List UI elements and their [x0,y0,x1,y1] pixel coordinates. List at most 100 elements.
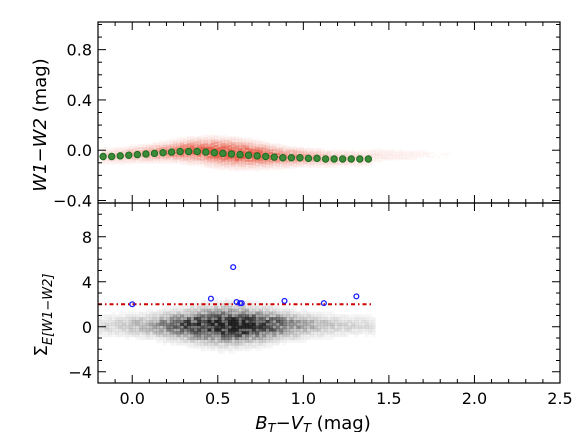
top-density-bin [296,163,301,166]
bottom-density-bin [149,311,154,315]
bottom-density-bin [313,331,318,335]
bottom-density-cloud [98,298,376,352]
top-density-bin [293,150,297,152]
top-density-bin [395,158,400,161]
bottom-density-bin [279,339,284,343]
top-density-bin [217,163,222,166]
bottom-density-bin [238,345,243,349]
top-density-bin [303,149,308,152]
top-density-bin [197,144,201,147]
top-density-bin [238,139,243,142]
top-density-bin [238,140,243,143]
top-density-bin [258,168,263,171]
top-density-bin [139,160,143,163]
bottom-density-bin [193,331,198,335]
top-density-bin [299,163,304,165]
top-binned-trend [99,147,373,163]
top-density-bin [159,161,164,164]
bottom-density-bin [303,340,307,343]
top-density-bin [412,153,417,156]
bottom-density-bin [255,336,260,340]
top-density-bin [255,138,259,140]
top-density-bin [234,155,239,158]
top-density-bin [132,150,136,153]
top-density-bin [388,152,393,155]
bottom-density-bin [262,320,266,324]
bottom-density-bin [204,334,208,338]
top-density-bin [368,163,373,165]
top-density-bin [156,146,160,149]
bottom-density-bin [118,322,123,326]
trend-marker [227,150,236,158]
top-density-bin [282,166,287,169]
top-density-bin [320,152,325,155]
top-density-bin [111,160,116,163]
bottom-density-bin [344,325,349,329]
bottom-density-bin [225,298,229,301]
top-density-bin [156,158,160,161]
bottom-density-bin [197,328,201,332]
bottom-density-bin [221,300,225,304]
bottom-density-bin [275,325,280,329]
top-density-bin [279,152,284,155]
top-density-bin [269,146,273,148]
top-density-bin [234,148,239,151]
top-density-bin [234,143,239,146]
bottom-density-bin [303,325,308,329]
bottom-density-bin [262,303,266,307]
top-density-bin [382,158,386,161]
top-density-bin [121,161,126,164]
bottom-density-bin [320,317,325,321]
top-density-bin [248,144,253,147]
bottom-density-bin [265,331,270,335]
top-density-bin [228,140,232,143]
bottom-density-bin [371,331,376,335]
bottom-density-bin [197,305,201,310]
bottom-density-bin [207,334,212,338]
bottom-density-bin [252,325,256,329]
top-density-bin [142,157,147,160]
top-density-bin [344,163,349,165]
bottom-density-bin [330,331,335,335]
bottom-density-bin [368,314,372,317]
top-density-bin [231,136,236,139]
bottom-density-bin [142,334,147,338]
top-density-bin [406,156,410,159]
top-density-bin [121,149,126,152]
bottom-density-bin [145,314,150,318]
bottom-density-bin [108,331,112,335]
top-density-bin [419,153,424,156]
bottom-density-bin [364,322,369,326]
top-density-bin [399,153,403,156]
top-density-bin [317,152,321,155]
top-density-bin [262,146,266,149]
top-density-bin [217,165,222,168]
trend-marker [313,154,321,163]
bottom-density-bin [142,328,147,332]
top-density-bin [272,147,277,150]
top-density-bin [262,161,266,164]
bottom-density-bin [340,317,345,321]
bottom-density-bin [156,328,160,332]
top-density-bin [186,141,191,144]
top-density-bin [378,154,383,157]
bottom-density-bin [371,322,376,326]
bottom-density-bin [317,317,321,321]
bottom-density-bin [149,331,154,335]
bottom-density-bin [152,328,157,332]
bottom-density-bin [145,328,150,332]
bottom-density-bin [210,320,215,324]
bottom-density-bin [258,322,263,326]
top-density-bin [258,162,263,165]
bottom-density-bin [173,322,178,326]
bottom-density-bin [180,325,184,329]
top-density-bin [217,147,222,149]
top-density-bin [200,142,205,145]
top-density-bin [176,138,181,141]
x-tick-label: 2.5 [547,389,572,408]
bottom-density-bin [299,325,304,329]
top-density-bin [286,147,290,150]
bottom-density-bin [365,334,369,337]
top-density-bin [217,139,222,142]
